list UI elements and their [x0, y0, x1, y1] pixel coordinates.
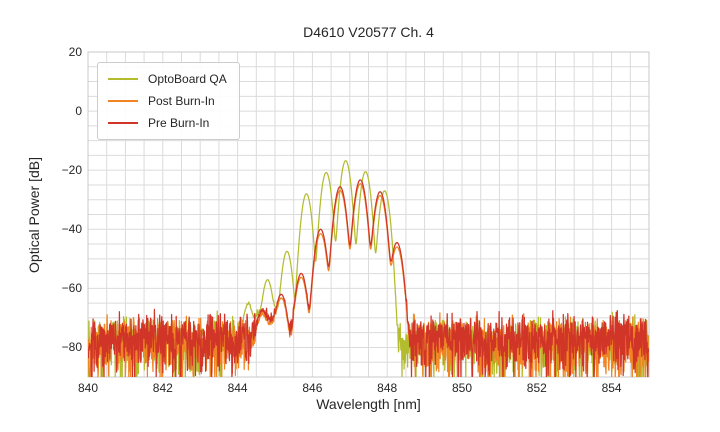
x-tick-label: 854	[601, 381, 622, 395]
legend-line-optoboard-qa-icon	[108, 78, 138, 80]
chart-title: D4610 V20577 Ch. 4	[303, 24, 434, 40]
x-tick-label: 850	[451, 381, 473, 395]
legend-label-pre-burn-in: Pre Burn-In	[148, 116, 210, 130]
series-line-pre-burn-in	[88, 179, 649, 377]
y-tick-label: 0	[75, 103, 82, 118]
x-tick-label: 846	[302, 381, 323, 395]
y-tick-label: −60	[61, 280, 82, 295]
legend-item-optoboard-qa: OptoBoard QA	[108, 68, 227, 90]
y-tick-label: −80	[61, 339, 82, 354]
legend-line-post-burn-in-icon	[108, 100, 138, 102]
legend-label-post-burn-in: Post Burn-In	[148, 94, 215, 108]
y-tick-label: 20	[68, 44, 82, 59]
y-tick-label: −40	[61, 221, 82, 236]
axes-frame	[87, 51, 650, 378]
legend: OptoBoard QA Post Burn-In Pre Burn-In	[97, 62, 240, 140]
legend-item-post-burn-in: Post Burn-In	[108, 90, 227, 112]
legend-line-pre-burn-in-icon	[108, 122, 138, 124]
x-axis-label: Wavelength [nm]	[316, 396, 421, 412]
legend-item-pre-burn-in: Pre Burn-In	[108, 112, 227, 134]
x-tick-label: 852	[526, 381, 547, 395]
x-tick-label: 840	[77, 381, 99, 395]
x-tick-label: 844	[227, 381, 248, 395]
legend-label-optoboard-qa: OptoBoard QA	[148, 72, 227, 86]
x-tick-label: 842	[152, 381, 173, 395]
y-tick-label: −20	[61, 162, 82, 177]
y-axis-label-container: Optical Power [dB]	[24, 52, 44, 377]
x-tick-label: 848	[377, 381, 398, 395]
